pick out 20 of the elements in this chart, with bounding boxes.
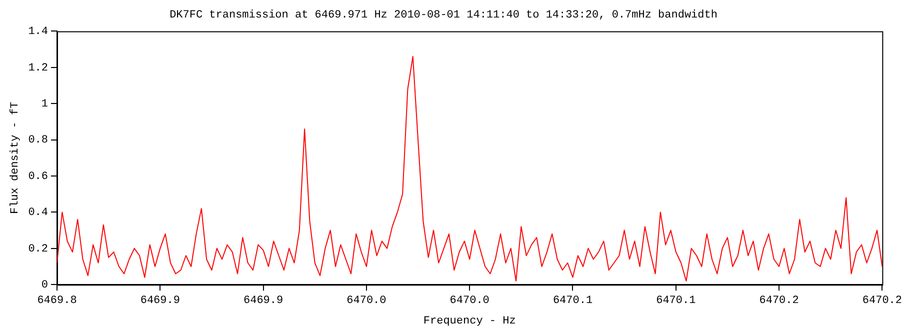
x-tick-label: 6469.8 bbox=[37, 295, 77, 308]
y-axis-title: Flux density - fT bbox=[10, 101, 22, 214]
x-tick-label: 6470.1 bbox=[656, 295, 696, 308]
x-tick-label: 6469.9 bbox=[243, 295, 284, 308]
y-tick-label: 0.8 bbox=[28, 134, 48, 147]
y-tick-label: 1.4 bbox=[28, 26, 48, 38]
x-tick-label: 6470.2 bbox=[862, 295, 902, 308]
y-tick-label: 1.2 bbox=[28, 62, 48, 74]
x-tick-label: 6469.9 bbox=[140, 295, 180, 308]
x-tick-label: 6470.0 bbox=[450, 295, 490, 308]
x-axis-title: Frequency - Hz bbox=[423, 315, 516, 328]
x-tick-label: 6470.1 bbox=[552, 295, 593, 308]
y-tick-label: 0.2 bbox=[28, 243, 48, 256]
y-tick-label: 0.4 bbox=[28, 207, 48, 220]
y-tick-label: 0 bbox=[41, 280, 48, 292]
y-tick-label: 0.6 bbox=[28, 170, 48, 183]
x-tick-label: 6470.0 bbox=[346, 295, 386, 308]
chart-title: DK7FC transmission at 6469.971 Hz 2010-08-01 14:11:40 to 14:33:20, 0.7mHz bandwidth bbox=[170, 10, 718, 22]
x-tick-label: 6470.2 bbox=[759, 295, 799, 308]
y-tick-label: 1 bbox=[41, 98, 48, 111]
